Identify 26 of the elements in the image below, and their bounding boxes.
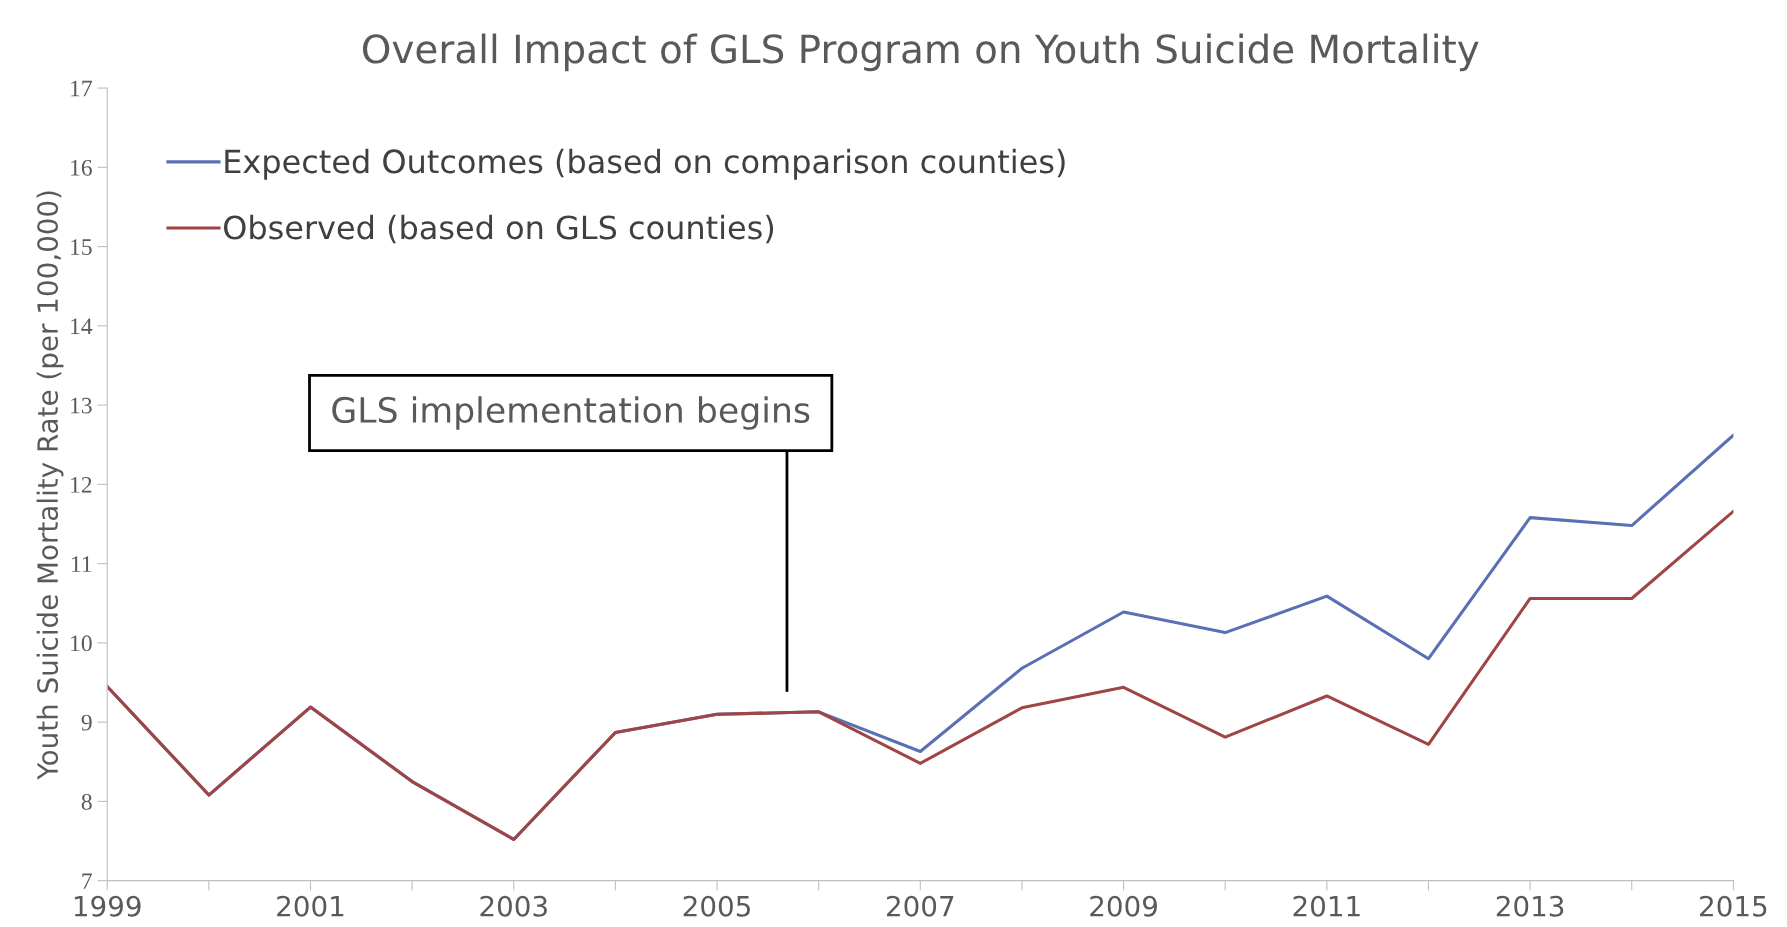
x-tick-label: 2005 (683, 895, 750, 917)
y-axis-title: Youth Suicide Mortality Rate (per 100,000) (36, 191, 64, 780)
y-tick-label: 14 (71, 318, 93, 335)
y-tick-label: 11 (71, 556, 92, 572)
y-tick-label: 9 (81, 714, 92, 731)
x-tick-label: 2009 (1090, 895, 1157, 917)
x-tick-label: 2001 (277, 895, 344, 917)
line-series (107, 509, 1734, 841)
y-tick-label: 13 (71, 397, 92, 414)
y-tick-label: 7 (82, 873, 92, 889)
chart-title: Overall Impact of GLS Program on Youth Suicide Mortality (362, 33, 1479, 72)
y-tick-label: 16 (71, 159, 92, 176)
y-tick-label: 12 (71, 476, 92, 493)
x-tick-label: 2007 (886, 895, 954, 917)
x-tick-label: 2003 (480, 895, 547, 917)
y-tick-label: 15 (71, 239, 92, 256)
x-tick-label: 1999 (74, 895, 141, 917)
x-tick-label: 2013 (1496, 895, 1564, 917)
y-tick-label: 10 (71, 635, 92, 652)
legend-label: Observed (based on GLS counties) (224, 214, 774, 244)
annotation: GLS implementation begins (332, 396, 810, 430)
x-tick-label: 2011 (1293, 895, 1360, 917)
legend-label: Expected Outcomes (based on comparison counties) (225, 148, 1065, 180)
y-tick-label: 8 (81, 793, 92, 810)
y-tick-label: 17 (71, 80, 92, 97)
x-tick-label: 2015 (1700, 895, 1767, 917)
